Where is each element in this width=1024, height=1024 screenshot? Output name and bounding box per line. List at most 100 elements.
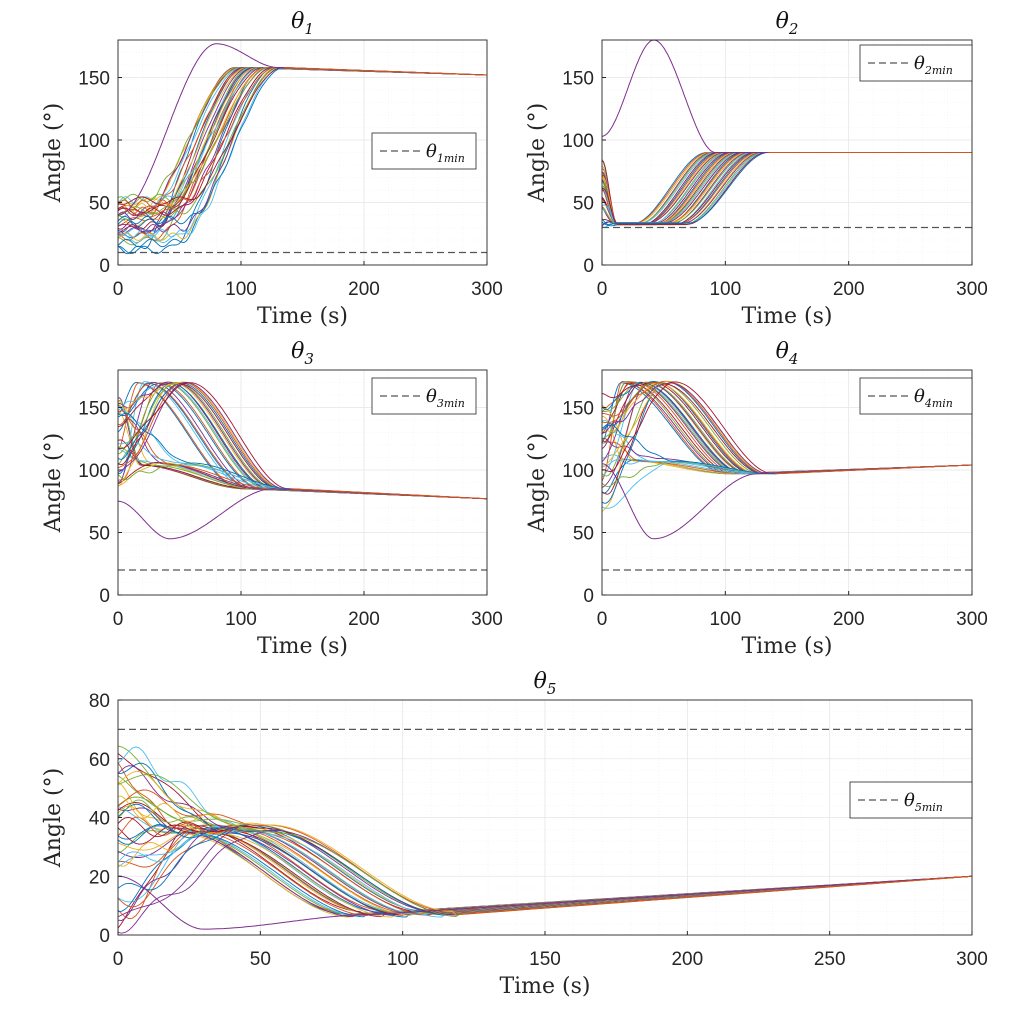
series-line-3 bbox=[117, 410, 488, 500]
y-tick-label: 0 bbox=[99, 926, 110, 947]
legend-box bbox=[859, 377, 973, 415]
chart-title-sub: 3 bbox=[304, 350, 314, 368]
series-line-outlier bbox=[117, 875, 973, 930]
legend-label: θ3min bbox=[426, 386, 465, 410]
legend-label: θ4min bbox=[914, 386, 953, 410]
series-line-final bbox=[774, 464, 973, 475]
y-tick-label: 50 bbox=[89, 524, 110, 545]
series-line-final bbox=[459, 875, 973, 915]
x-axis-label: Time (s) bbox=[257, 304, 348, 329]
y-tick-label: 100 bbox=[562, 461, 594, 482]
y-tick-label: 0 bbox=[99, 586, 110, 607]
legend: θ3min bbox=[371, 377, 477, 415]
legend-label: θ1min bbox=[426, 141, 465, 165]
axes-box bbox=[117, 39, 488, 266]
chart-title-sub: 2 bbox=[788, 20, 799, 38]
series-line-16 bbox=[601, 440, 973, 475]
x-tick-label: 0 bbox=[597, 279, 608, 300]
series-line-18 bbox=[117, 404, 488, 500]
axes-box bbox=[117, 369, 488, 596]
series-line-10 bbox=[601, 152, 972, 225]
y-axis-label: Angle (°) bbox=[41, 433, 66, 533]
x-tick-label: 100 bbox=[225, 279, 257, 300]
chart-title-base: θ bbox=[534, 669, 547, 694]
series-line-5 bbox=[117, 399, 488, 500]
series-group bbox=[601, 39, 972, 228]
series-group bbox=[117, 745, 973, 934]
y-tick-label: 50 bbox=[573, 524, 594, 545]
legend-box bbox=[859, 44, 973, 82]
x-tick-label: 300 bbox=[471, 279, 503, 300]
series-line-34 bbox=[601, 460, 973, 509]
x-tick-label: 0 bbox=[113, 279, 124, 300]
series-line-20 bbox=[601, 419, 973, 475]
series-line-23 bbox=[117, 410, 488, 500]
series-line-36 bbox=[117, 412, 488, 500]
series-line-14 bbox=[601, 152, 972, 225]
x-tick-label: 0 bbox=[113, 949, 124, 970]
y-tick-label: 60 bbox=[89, 750, 110, 771]
series-line-5 bbox=[601, 152, 972, 224]
x-tick-label: 200 bbox=[833, 279, 865, 300]
legend-label: θ5min bbox=[904, 790, 943, 814]
legend-box bbox=[371, 132, 477, 170]
chart-title-sub: 5 bbox=[547, 680, 557, 698]
y-axis-label: Angle (°) bbox=[41, 103, 66, 203]
x-tick-label: 250 bbox=[814, 949, 846, 970]
x-tick-label: 300 bbox=[471, 609, 503, 630]
chart-title-sub: 1 bbox=[304, 20, 314, 38]
x-tick-label: 100 bbox=[709, 609, 741, 630]
x-tick-label: 150 bbox=[529, 949, 561, 970]
series-line-outlier bbox=[601, 463, 973, 540]
y-tick-label: 100 bbox=[78, 131, 110, 152]
x-axis-label: Time (s) bbox=[499, 974, 590, 999]
x-tick-label: 200 bbox=[671, 949, 703, 970]
y-tick-label: 50 bbox=[89, 194, 110, 215]
y-axis-label: Angle (°) bbox=[525, 433, 550, 533]
y-tick-label: 100 bbox=[562, 131, 594, 152]
x-tick-label: 200 bbox=[348, 279, 380, 300]
y-tick-label: 150 bbox=[78, 69, 110, 90]
series-line-25 bbox=[601, 437, 973, 475]
x-tick-label: 0 bbox=[597, 609, 608, 630]
x-axis-label: Time (s) bbox=[257, 634, 348, 659]
series-line-6 bbox=[602, 454, 973, 475]
x-axis-label: Time (s) bbox=[741, 634, 832, 659]
legend-label: θ2min bbox=[914, 53, 953, 77]
series-group bbox=[601, 380, 973, 540]
y-tick-label: 0 bbox=[583, 586, 594, 607]
y-tick-label: 100 bbox=[78, 461, 110, 482]
series-group bbox=[117, 381, 488, 540]
series-line-28 bbox=[601, 152, 972, 225]
legend: θ1min bbox=[371, 132, 477, 170]
x-tick-label: 50 bbox=[250, 949, 271, 970]
y-tick-label: 0 bbox=[99, 256, 110, 277]
x-tick-label: 200 bbox=[348, 609, 380, 630]
y-axis-label: Angle (°) bbox=[41, 768, 66, 868]
legend: θ2min bbox=[859, 44, 973, 82]
grid bbox=[117, 699, 973, 936]
series-line-17 bbox=[117, 462, 488, 500]
y-tick-label: 80 bbox=[89, 691, 110, 712]
series-line-9 bbox=[601, 152, 972, 225]
chart-title: θ2 bbox=[776, 9, 799, 38]
legend-box bbox=[371, 377, 477, 415]
y-tick-label: 150 bbox=[562, 69, 594, 90]
y-tick-label: 40 bbox=[89, 809, 110, 830]
x-tick-label: 100 bbox=[709, 279, 741, 300]
x-tick-label: 300 bbox=[956, 609, 988, 630]
x-tick-label: 0 bbox=[113, 609, 124, 630]
series-line-final bbox=[290, 488, 488, 500]
x-tick-label: 300 bbox=[956, 279, 988, 300]
series-line-10 bbox=[117, 400, 488, 500]
chart-title-base: θ bbox=[291, 339, 304, 364]
x-axis-label: Time (s) bbox=[741, 304, 832, 329]
axes-box bbox=[601, 369, 973, 596]
chart-panel-5: 0 50 100 150 200 250 300 0 20 40 60 80 Time (s) Angle… bbox=[41, 669, 988, 999]
series-line-final bbox=[284, 66, 488, 76]
